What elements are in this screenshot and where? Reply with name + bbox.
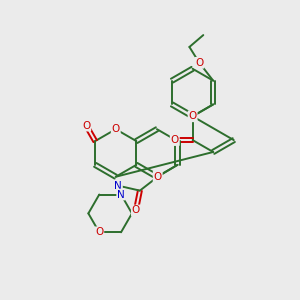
Text: O: O — [112, 124, 120, 134]
Text: O: O — [195, 58, 203, 68]
Text: O: O — [82, 121, 90, 130]
Text: O: O — [154, 172, 162, 182]
Text: N: N — [114, 181, 122, 191]
Text: O: O — [188, 111, 197, 121]
Text: O: O — [171, 135, 179, 145]
Text: O: O — [95, 227, 103, 237]
Text: N: N — [117, 190, 125, 200]
Text: O: O — [132, 206, 140, 215]
